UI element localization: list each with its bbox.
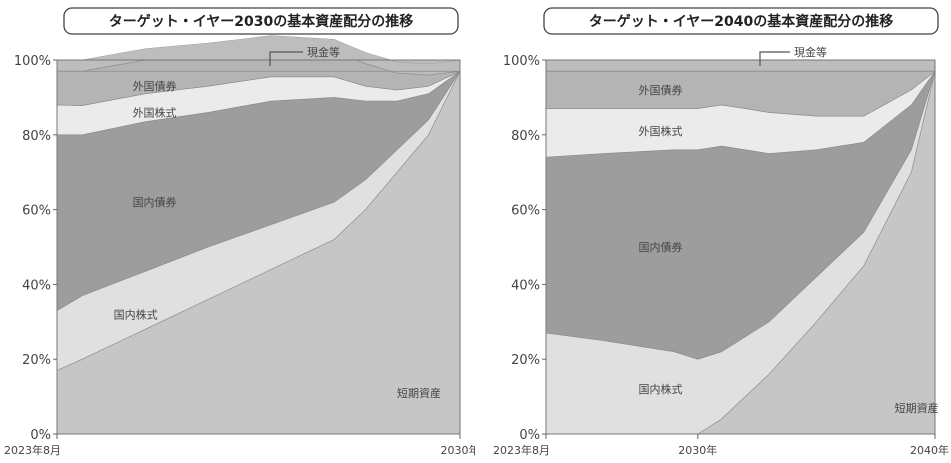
chart-title: ターゲット・イヤー2030の基本資産配分の推移 <box>109 13 414 30</box>
domestic-equity-label: 国内株式 <box>639 382 683 396</box>
y-tick-label: 0% <box>519 428 540 443</box>
x-tick-label: 2023年8月 <box>493 443 550 457</box>
cash-callout-label: 現金等 <box>794 45 827 59</box>
y-tick-label: 80% <box>22 129 51 144</box>
cash-callout-label: 現金等 <box>307 45 340 59</box>
foreign-equity-label: 外国株式 <box>639 124 683 138</box>
y-tick-label: 20% <box>511 353 540 368</box>
x-tick-label: 2023年8月 <box>4 443 61 457</box>
chart-panel-2030: 0% 20% 40% 60% 80% 100% 2023年8月 2030年 短期資産 国内株式… <box>0 0 475 463</box>
chart-panel-2040: 0% 20% 40% 60% 80% 100% 2023年8月 2030年 2040年 短期資… <box>476 0 951 463</box>
foreign-bonds-label: 外国債券 <box>639 83 683 97</box>
short-term-assets-label: 短期資産 <box>397 386 441 400</box>
y-tick-label: 40% <box>22 278 51 293</box>
foreign-bonds-label: 外国債券 <box>133 79 177 93</box>
domestic-bonds-label: 国内債券 <box>133 195 177 209</box>
x-tick-label: 2040年 <box>910 443 949 457</box>
chart-title: ターゲット・イヤー2040の基本資産配分の推移 <box>589 13 894 30</box>
domestic-equity-label: 国内株式 <box>114 307 158 321</box>
y-tick-label: 100% <box>503 54 540 69</box>
x-tick-label: 2030年 <box>678 443 717 457</box>
cash-area <box>545 59 936 72</box>
plot-border <box>545 59 936 435</box>
foreign-equity-label: 外国株式 <box>133 105 177 119</box>
y-tick-label: 40% <box>511 278 540 293</box>
chart-title-box <box>63 7 459 35</box>
plot-border <box>56 59 461 435</box>
y-tick-label: 80% <box>511 129 540 144</box>
cash-top-band <box>57 35 460 64</box>
x-tick-label: 2030年 <box>441 443 476 457</box>
y-tick-label: 100% <box>14 54 51 69</box>
short-term-assets-label: 短期資産 <box>895 401 939 415</box>
chart-title-box <box>543 7 939 35</box>
cash-callout: 現金等 <box>759 45 827 66</box>
chart-2040: 0% 20% 40% 60% 80% 100% 2023年8月 2030年 2040年 短期資… <box>493 7 949 457</box>
y-tick-label: 0% <box>30 428 51 443</box>
domestic-bonds-label: 国内債券 <box>639 240 683 254</box>
y-tick-label: 60% <box>511 204 540 219</box>
y-tick-label: 60% <box>22 204 51 219</box>
cash-callout: 現金等 <box>269 45 340 66</box>
y-tick-label: 20% <box>22 353 51 368</box>
chart-2030: 0% 20% 40% 60% 80% 100% 2023年8月 2030年 短期資産 国内株式… <box>4 7 476 457</box>
